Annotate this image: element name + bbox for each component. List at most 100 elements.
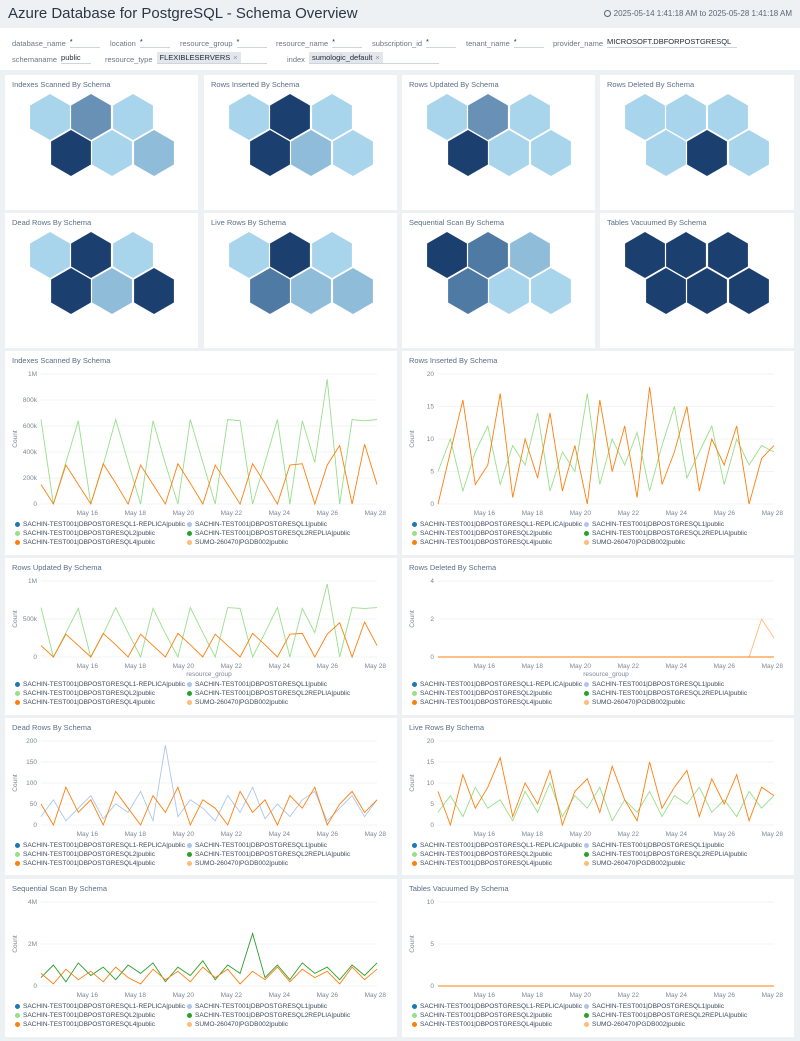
honeycomb-cell[interactable]	[92, 268, 132, 314]
legend-item[interactable]: SACHIN-TEST001|DBPOSTGRESQL2REPLIA|publi…	[584, 1012, 784, 1019]
honeycomb-cell[interactable]	[646, 130, 686, 176]
honeycomb-cell[interactable]	[687, 130, 727, 176]
legend-item[interactable]: SUMO-260470|PGDB002|public	[187, 539, 387, 546]
remove-chip-icon[interactable]: ×	[233, 53, 238, 62]
honeycomb-cell[interactable]	[531, 268, 571, 314]
honeycomb-cell[interactable]	[646, 268, 686, 314]
honeycomb-cell[interactable]	[708, 232, 748, 278]
legend-item[interactable]: SACHIN-TEST001|DBPOSTGRESQL1-REPLICA|pub…	[412, 521, 584, 528]
legend-item[interactable]: SACHIN-TEST001|DBPOSTGRESQL2|public	[412, 530, 584, 537]
honeycomb-cell[interactable]	[92, 130, 132, 176]
honeycomb-cell[interactable]	[448, 130, 488, 176]
honeycomb-cell[interactable]	[333, 130, 373, 176]
legend-item[interactable]: SACHIN-TEST001|DBPOSTGRESQL1|public	[584, 1003, 784, 1010]
honeycomb-cell[interactable]	[625, 232, 665, 278]
legend-item[interactable]: SUMO-260470|PGDB002|public	[584, 860, 784, 867]
honeycomb-cell[interactable]	[333, 268, 373, 314]
legend-item[interactable]: SACHIN-TEST001|DBPOSTGRESQL1-REPLICA|pub…	[15, 681, 187, 688]
legend-item[interactable]: SACHIN-TEST001|DBPOSTGRESQL2REPLIA|publi…	[187, 530, 387, 537]
honeycomb-cell[interactable]	[229, 94, 269, 140]
honeycomb-cell[interactable]	[729, 130, 769, 176]
honeycomb-cell[interactable]	[510, 232, 550, 278]
honeycomb-cell[interactable]	[270, 94, 310, 140]
legend-item[interactable]: SACHIN-TEST001|DBPOSTGRESQL2|public	[15, 530, 187, 537]
filter-input[interactable]: *	[426, 36, 457, 48]
honeycomb-cell[interactable]	[666, 232, 706, 278]
legend-item[interactable]: SACHIN-TEST001|DBPOSTGRESQL4|public	[412, 1021, 584, 1028]
legend-item[interactable]: SACHIN-TEST001|DBPOSTGRESQL1|public	[584, 521, 784, 528]
filter-input[interactable]: *	[332, 36, 363, 48]
honeycomb-cell[interactable]	[489, 130, 529, 176]
honeycomb-cell[interactable]	[427, 94, 467, 140]
legend-item[interactable]: SUMO-260470|PGDB002|public	[584, 539, 784, 546]
honeycomb-cell[interactable]	[510, 94, 550, 140]
legend-item[interactable]: SACHIN-TEST001|DBPOSTGRESQL2|public	[412, 851, 584, 858]
legend-item[interactable]: SUMO-260470|PGDB002|public	[584, 699, 784, 706]
legend-item[interactable]: SACHIN-TEST001|DBPOSTGRESQL2|public	[412, 1012, 584, 1019]
legend-item[interactable]: SUMO-260470|PGDB002|public	[187, 699, 387, 706]
legend-item[interactable]: SUMO-260470|PGDB002|public	[187, 860, 387, 867]
honeycomb-cell[interactable]	[531, 130, 571, 176]
legend-item[interactable]: SACHIN-TEST001|DBPOSTGRESQL2REPLIA|publi…	[584, 690, 784, 697]
honeycomb-cell[interactable]	[708, 94, 748, 140]
honeycomb-cell[interactable]	[625, 94, 665, 140]
legend-item[interactable]: SACHIN-TEST001|DBPOSTGRESQL2|public	[15, 851, 187, 858]
honeycomb-cell[interactable]	[687, 268, 727, 314]
honeycomb-cell[interactable]	[134, 268, 174, 314]
legend-item[interactable]: SACHIN-TEST001|DBPOSTGRESQL1|public	[187, 521, 387, 528]
honeycomb-cell[interactable]	[30, 94, 70, 140]
honeycomb-cell[interactable]	[250, 130, 290, 176]
legend-item[interactable]: SACHIN-TEST001|DBPOSTGRESQL2REPLIA|publi…	[187, 851, 387, 858]
legend-item[interactable]: SACHIN-TEST001|DBPOSTGRESQL1|public	[187, 681, 387, 688]
honeycomb-cell[interactable]	[250, 268, 290, 314]
honeycomb-cell[interactable]	[71, 94, 111, 140]
honeycomb-cell[interactable]	[291, 130, 331, 176]
legend-item[interactable]: SACHIN-TEST001|DBPOSTGRESQL2|public	[15, 1012, 187, 1019]
legend-item[interactable]: SACHIN-TEST001|DBPOSTGRESQL1|public	[584, 681, 784, 688]
honeycomb-cell[interactable]	[30, 232, 70, 278]
legend-item[interactable]: SACHIN-TEST001|DBPOSTGRESQL4|public	[15, 1021, 187, 1028]
legend-item[interactable]: SACHIN-TEST001|DBPOSTGRESQL4|public	[412, 699, 584, 706]
time-range-picker[interactable]: 2025-05-14 1:41:18 AM to 2025-05-28 1:41…	[603, 9, 792, 18]
legend-item[interactable]: SACHIN-TEST001|DBPOSTGRESQL1-REPLICA|pub…	[412, 1003, 584, 1010]
legend-item[interactable]: SACHIN-TEST001|DBPOSTGRESQL4|public	[15, 699, 187, 706]
filter-input[interactable]: *	[236, 36, 267, 48]
legend-item[interactable]: SACHIN-TEST001|DBPOSTGRESQL1-REPLICA|pub…	[412, 842, 584, 849]
legend-item[interactable]: SACHIN-TEST001|DBPOSTGRESQL2REPLIA|publi…	[187, 1012, 387, 1019]
legend-item[interactable]: SACHIN-TEST001|DBPOSTGRESQL1|public	[584, 842, 784, 849]
honeycomb-cell[interactable]	[729, 268, 769, 314]
honeycomb-cell[interactable]	[291, 268, 331, 314]
filter-input[interactable]: FLEXIBLESERVERS ×	[156, 52, 267, 64]
remove-chip-icon[interactable]: ×	[375, 53, 380, 62]
legend-item[interactable]: SACHIN-TEST001|DBPOSTGRESQL1|public	[187, 1003, 387, 1010]
honeycomb-cell[interactable]	[71, 232, 111, 278]
honeycomb-cell[interactable]	[51, 130, 91, 176]
legend-item[interactable]: SACHIN-TEST001|DBPOSTGRESQL2|public	[15, 690, 187, 697]
filter-chip[interactable]: FLEXIBLESERVERS ×	[156, 52, 241, 63]
honeycomb-cell[interactable]	[666, 94, 706, 140]
legend-item[interactable]: SACHIN-TEST001|DBPOSTGRESQL2REPLIA|publi…	[584, 530, 784, 537]
honeycomb-cell[interactable]	[51, 268, 91, 314]
legend-item[interactable]: SACHIN-TEST001|DBPOSTGRESQL4|public	[412, 539, 584, 546]
honeycomb-cell[interactable]	[270, 232, 310, 278]
filter-chip[interactable]: sumologic_default ×	[308, 52, 383, 63]
honeycomb-cell[interactable]	[448, 268, 488, 314]
honeycomb-cell[interactable]	[113, 232, 153, 278]
filter-input[interactable]: *	[513, 36, 544, 48]
honeycomb-cell[interactable]	[113, 94, 153, 140]
filter-input[interactable]: *	[139, 36, 170, 48]
honeycomb-cell[interactable]	[312, 232, 352, 278]
legend-item[interactable]: SACHIN-TEST001|DBPOSTGRESQL4|public	[15, 860, 187, 867]
honeycomb-cell[interactable]	[427, 232, 467, 278]
legend-item[interactable]: SACHIN-TEST001|DBPOSTGRESQL1-REPLICA|pub…	[15, 521, 187, 528]
legend-item[interactable]: SACHIN-TEST001|DBPOSTGRESQL2REPLIA|publi…	[584, 851, 784, 858]
legend-item[interactable]: SACHIN-TEST001|DBPOSTGRESQL1|public	[187, 842, 387, 849]
legend-item[interactable]: SACHIN-TEST001|DBPOSTGRESQL1-REPLICA|pub…	[412, 681, 584, 688]
filter-input[interactable]: sumologic_default ×	[308, 52, 439, 64]
legend-item[interactable]: SACHIN-TEST001|DBPOSTGRESQL1-REPLICA|pub…	[15, 842, 187, 849]
filter-input[interactable]: MICROSOFT.DBFORPOSTGRESQL	[607, 36, 738, 48]
legend-item[interactable]: SACHIN-TEST001|DBPOSTGRESQL4|public	[15, 539, 187, 546]
honeycomb-cell[interactable]	[229, 232, 269, 278]
filter-input[interactable]: *	[69, 36, 100, 48]
legend-item[interactable]: SUMO-260470|PGDB002|public	[187, 1021, 387, 1028]
